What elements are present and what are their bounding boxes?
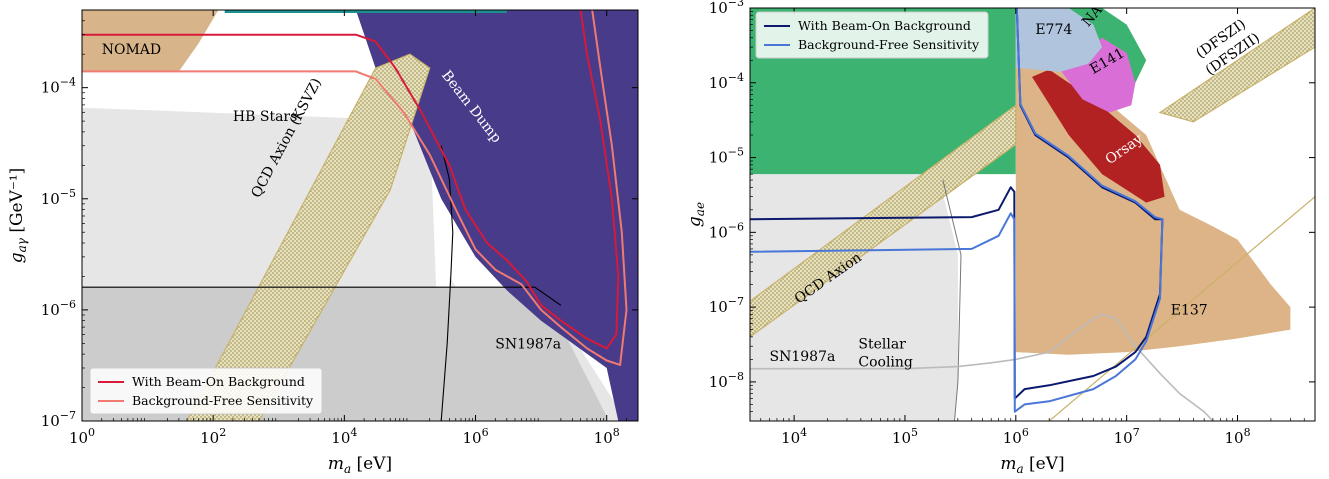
with-beam-on-background-curve bbox=[750, 8, 1164, 400]
left-sensitivity-curves bbox=[82, 10, 628, 366]
legend-box bbox=[755, 11, 989, 59]
left-boundary-lines bbox=[82, 145, 562, 421]
qcd-axion-band bbox=[750, 104, 1017, 338]
right-legend: With Beam-On Background Background-Free S… bbox=[755, 11, 989, 59]
hb-sn-boundary-line bbox=[440, 145, 454, 421]
right-regions bbox=[750, 8, 1315, 421]
right-axis-ticks: 104 105 106 107 108 10−8 10−7 10−6 10−5 10−4 10−3 bbox=[709, 0, 1316, 447]
legend-entry-with-beam-on-background: With Beam-On Background bbox=[132, 374, 305, 389]
y-tick-label: 10−3 bbox=[709, 0, 744, 17]
x-tick-label: 106 bbox=[462, 426, 488, 447]
x-axis-title: ma [eV] bbox=[328, 454, 392, 476]
left-qcd-band bbox=[186, 53, 431, 421]
legend-box bbox=[89, 367, 323, 415]
y-tick-label: 10−8 bbox=[709, 370, 744, 391]
y-tick-label: 10−4 bbox=[41, 76, 76, 97]
left-axis-titles: ma [eV] gaγ [GeV⁻¹] bbox=[7, 168, 392, 476]
y-tick-label: 10−4 bbox=[709, 71, 744, 92]
y-tick-label: 10−5 bbox=[41, 187, 76, 208]
legend-entry-with-beam-on-background: With Beam-On Background bbox=[798, 18, 971, 33]
y-tick-label: 10−5 bbox=[709, 146, 744, 167]
e137-label: E137 bbox=[1171, 302, 1208, 318]
y-tick-label: 10−6 bbox=[41, 298, 76, 319]
left-axis-ticks: 100 102 104 106 108 10−7 10−6 10−5 10−4 bbox=[41, 9, 639, 447]
sn1987a-label: SN1987a bbox=[770, 349, 836, 365]
dfszi-band bbox=[1158, 8, 1315, 123]
nomad-label: NOMAD bbox=[102, 42, 161, 58]
x-tick-label: 104 bbox=[331, 426, 357, 447]
left-plot-frame bbox=[81, 9, 639, 422]
x-tick-label: 104 bbox=[781, 426, 807, 447]
region-5-region bbox=[224, 10, 507, 13]
x-tick-label: 108 bbox=[1224, 426, 1250, 447]
y-tick-label: 10−6 bbox=[709, 220, 744, 241]
legend-entry-background-free-sensitivity: Background-Free Sensitivity bbox=[798, 37, 980, 52]
with-beam-on-background-curve bbox=[82, 10, 620, 350]
e137-lower-gray-line bbox=[750, 313, 1214, 421]
x-tick-label: 100 bbox=[69, 426, 95, 447]
right-sensitivity-curves bbox=[750, 8, 1164, 413]
x-tick-label: 108 bbox=[594, 426, 620, 447]
qcd-axion-ksvz-band bbox=[186, 53, 431, 421]
stellar-cooling-region bbox=[750, 174, 958, 421]
y-tick-label: 10−7 bbox=[41, 409, 76, 430]
y-axis-title: gaγ [GeV⁻¹] bbox=[7, 168, 29, 264]
x-axis-title: ma [eV] bbox=[1000, 454, 1064, 476]
sn1987a-label: SN1987a bbox=[495, 336, 561, 352]
background-free-sensitivity-curve bbox=[82, 10, 628, 366]
beam-dump-region bbox=[355, 10, 638, 421]
dfsz-lower-line-line bbox=[1048, 196, 1315, 421]
x-tick-label: 105 bbox=[892, 426, 918, 447]
left-legend: With Beam-On Background Background-Free S… bbox=[89, 367, 323, 415]
nomad-region bbox=[82, 10, 219, 72]
e774-region bbox=[1015, 8, 1103, 72]
right-plot-frame bbox=[749, 7, 1316, 422]
orsay-region bbox=[1032, 69, 1165, 203]
x-tick-label: 107 bbox=[1114, 426, 1140, 447]
background-free-sensitivity-curve bbox=[750, 8, 1164, 413]
y-tick-label: 10−7 bbox=[709, 295, 744, 316]
right-axis-titles: ma [eV] gae bbox=[685, 202, 1065, 476]
hb-stars-label: HB Stars bbox=[233, 109, 297, 125]
stellar-cooling-label: Stellar Cooling bbox=[858, 337, 913, 371]
x-tick-label: 102 bbox=[200, 426, 226, 447]
hb-lower-boundary-line bbox=[82, 286, 562, 306]
y-axis-title: gae bbox=[685, 202, 707, 227]
legend-entry-background-free-sensitivity: Background-Free Sensitivity bbox=[132, 393, 314, 408]
right-bands bbox=[750, 8, 1315, 338]
x-tick-label: 106 bbox=[1003, 426, 1029, 447]
e774-label: E774 bbox=[1035, 22, 1072, 38]
